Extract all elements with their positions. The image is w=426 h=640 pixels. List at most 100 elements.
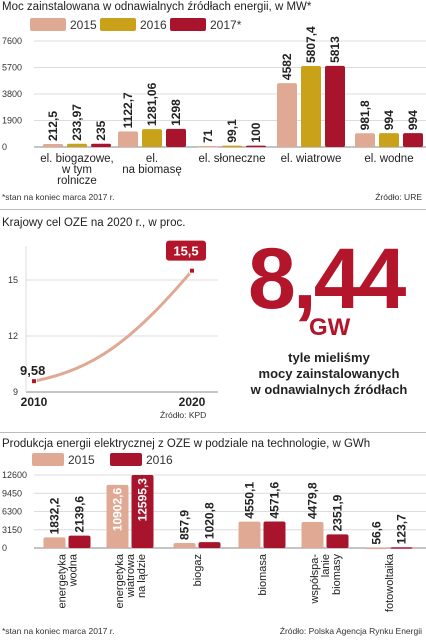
bar-value-label: 56,6 [370, 521, 384, 545]
bar-value-label: 1832,2 [48, 497, 62, 534]
category-label: lanie [320, 554, 332, 577]
bar [67, 143, 87, 147]
chart1-bars: 212,5 233,97 235 1122,7 1281,06 1298 71 99,1 100… [43, 26, 423, 148]
bar [403, 133, 423, 147]
y-tick-label: 5700 [2, 63, 22, 73]
legend-swatch-1 [110, 453, 142, 466]
bar-value-label: 4582 [280, 53, 294, 80]
highlight-number: 8,44 [248, 231, 406, 327]
series-line [32, 269, 194, 383]
bar-value-label: 1020,8 [203, 502, 217, 539]
chart3-grid: 0 3150 6300 9450 12600 [2, 470, 426, 553]
category-label: fotowoltaika [384, 553, 396, 612]
bar-value-label: 2139,6 [73, 496, 87, 533]
bar [301, 66, 321, 147]
chart3-categories: energetyka wodna energetyka wiatrowa na lądz… [57, 553, 397, 612]
bar [326, 534, 349, 548]
bar [118, 131, 138, 147]
chart1-svg: 2015 2016 2017* 0 1900 3800 5700 7600 212,5 233… [2, 18, 426, 187]
bar-value-label: 235 [94, 120, 108, 140]
chart2-title: Krajowy cel OZE na 2020 r., w proc. [2, 217, 186, 229]
y-tick-label: 0 [2, 543, 7, 553]
bar [43, 537, 66, 548]
category-label: el. [146, 153, 158, 165]
legend-swatch-0 [30, 18, 66, 31]
category-label: na lądzie [136, 554, 148, 598]
bar-value-label: 100 [249, 122, 263, 142]
bar [365, 547, 388, 550]
bar-value-label: 99,1 [225, 119, 239, 143]
bar [355, 133, 375, 147]
category-label: na biomasę [122, 164, 181, 176]
chart1-legend: 2015 2016 2017* [30, 18, 242, 32]
bar [198, 542, 221, 548]
legend-swatch-1 [100, 18, 136, 31]
bar [325, 65, 345, 147]
legend-swatch-2 [170, 18, 206, 31]
category-label: el. wiatrowe [281, 153, 342, 165]
point-label-2010: 9,58 [20, 363, 45, 378]
bar-value-label: 857,9 [178, 510, 192, 540]
bar-value-label: 233,97 [70, 104, 84, 141]
category-label: energetyka [114, 553, 126, 608]
bar-value-label: 123,7 [395, 514, 409, 544]
y-tick-label: 9450 [2, 488, 22, 498]
chart1-title: Moc zainstalowana w odnawialnych źródłac… [2, 1, 312, 13]
category-label: energetyka [57, 553, 69, 608]
bar-value-label: 10902,6 [111, 488, 125, 532]
category-label: w tym [61, 164, 92, 176]
chart1-source: Źródło: URE [375, 192, 422, 202]
category-label: biomasa [257, 553, 269, 595]
bar [379, 133, 399, 147]
chart1-footnote: *stan na koniec marca 2017 r. [2, 192, 115, 202]
bar-value-label: 1122,7 [121, 92, 135, 128]
highlight-caption-line-2: mocy zainstalowanych [258, 366, 400, 381]
bar [166, 128, 186, 147]
highlight-unit: GW [309, 314, 351, 341]
bar-value-label: 994 [382, 110, 396, 130]
y-tick-label: 0 [2, 142, 7, 152]
chart3-bars: 1832,2 2139,6 10902,6 12595,3 857,9 1020,8 455… [43, 475, 413, 550]
category-label: biogaz [192, 554, 204, 586]
y-tick-label: 15 [8, 275, 18, 285]
category-label: wodna [68, 553, 80, 587]
chart3-footnote: *stan na koniec marca 2017 r. [2, 626, 115, 636]
bar [131, 475, 154, 548]
bar [142, 129, 162, 147]
chart3-svg: 2015 2016 0 3150 6300 9450 12600 1832,2 2139,6… [2, 453, 426, 612]
bar [246, 145, 266, 148]
highlight-caption: tyle mieliśmy mocy zainstalowanych w odn… [219, 350, 426, 398]
chart3-title: Produkcja energii elektrycznej z OZE w p… [2, 438, 371, 450]
bar [390, 547, 413, 549]
bar [301, 522, 324, 548]
bar [277, 83, 297, 147]
bar-value-label: 1281,06 [145, 82, 159, 126]
highlight-caption-line-3: w odnawialnych źródłach [250, 382, 408, 397]
chart2-line [31, 267, 195, 385]
bar-value-label: 12595,3 [136, 478, 150, 522]
category-label: rolnicze [57, 175, 97, 187]
y-tick-label: 12600 [2, 470, 27, 480]
y-tick-label: 1900 [2, 116, 22, 126]
bar-value-label: 4550,1 [243, 482, 257, 519]
bar-value-label: 4571,6 [268, 481, 282, 518]
bar [222, 145, 242, 148]
bar-value-label: 1298 [169, 99, 183, 126]
bar [106, 484, 129, 548]
x-tick-label: 2020 [179, 395, 206, 409]
chart2-grid: 9 12 15 [8, 246, 218, 397]
bar [263, 521, 286, 548]
category-label: el. wodne [364, 153, 413, 165]
category-label: biomasy [331, 554, 343, 595]
x-tick-label: 2010 [21, 395, 48, 409]
category-label: wiatrowa [125, 553, 137, 598]
data-point-2020 [189, 267, 195, 274]
bar [43, 144, 63, 147]
category-label: współspa- [309, 554, 321, 605]
bar-value-label: 5807,4 [304, 26, 318, 63]
category-label: el. biogazowe, [40, 153, 114, 165]
y-tick-label: 3150 [2, 525, 22, 535]
bar-value-label: 994 [406, 110, 420, 130]
y-tick-label: 7600 [2, 36, 22, 46]
